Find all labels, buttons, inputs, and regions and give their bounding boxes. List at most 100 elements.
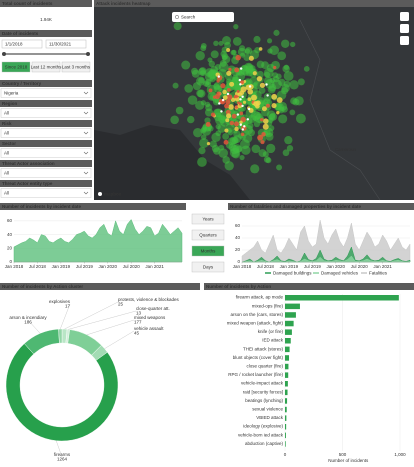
heat-core xyxy=(223,139,229,145)
filter-dropdown[interactable] xyxy=(0,88,92,98)
slider-handle[interactable] xyxy=(2,52,6,56)
heat-blob xyxy=(267,38,273,44)
heat-blob xyxy=(231,49,237,55)
panel-title: Region xyxy=(2,101,18,106)
slice-value: 186 xyxy=(24,320,32,325)
heat-blob xyxy=(290,97,298,105)
granularity-button[interactable] xyxy=(191,213,225,225)
heat-blob xyxy=(181,60,191,70)
heat-core xyxy=(208,88,213,93)
heat-core xyxy=(271,103,277,109)
search-placeholder: Search xyxy=(181,14,196,19)
heat-core xyxy=(231,113,237,119)
bar-label: sexual violence xyxy=(252,406,283,411)
heat-peak xyxy=(220,110,223,113)
panel-title: Number of incidents by incident date xyxy=(2,204,82,209)
heat-blob xyxy=(199,138,209,148)
heat-blob xyxy=(198,77,205,84)
slice-label: explosives xyxy=(49,299,71,304)
range-button[interactable] xyxy=(61,61,91,73)
filter-dropdown[interactable] xyxy=(0,108,92,118)
map-control[interactable] xyxy=(400,24,409,33)
heat-blob xyxy=(187,95,198,105)
heat-blob xyxy=(256,60,265,69)
x-tick-label: Jan 2021 xyxy=(373,264,392,269)
dropdown-caret xyxy=(83,191,89,195)
heat-core xyxy=(225,118,230,123)
heat-blob xyxy=(267,117,274,123)
heat-blob xyxy=(290,41,296,48)
panel-title: Total count of incidents xyxy=(2,1,53,6)
bar-label: blunt objects (cover fight) xyxy=(233,355,284,360)
heat-blob xyxy=(217,124,227,133)
bar-label: knife (or fire) xyxy=(258,329,284,334)
heat-blob xyxy=(283,64,289,70)
heat-core xyxy=(258,47,263,51)
heat-core xyxy=(260,117,264,122)
heat-blob xyxy=(266,143,276,154)
panel-title: Sector xyxy=(2,141,16,146)
dropdown-caret xyxy=(83,171,89,175)
date-input[interactable] xyxy=(45,39,87,49)
heat-peak xyxy=(221,98,225,102)
heat-peak xyxy=(226,92,230,96)
bar-label: beatings (lynching) xyxy=(245,398,283,403)
map-control[interactable] xyxy=(400,36,409,45)
panel-title: Number of fatalities and damaged propert… xyxy=(230,204,362,209)
granularity-button[interactable] xyxy=(191,261,225,273)
heat-blob xyxy=(172,82,179,89)
panel-title: Number of incidents by Action xyxy=(206,284,271,289)
heat-core xyxy=(240,80,244,85)
date-input[interactable] xyxy=(1,39,43,49)
heat-core xyxy=(220,83,226,89)
x-tick-label: 0 xyxy=(284,452,287,457)
filter-dropdown[interactable] xyxy=(0,148,92,158)
granularity-button[interactable] xyxy=(191,229,225,241)
filter-dropdown[interactable] xyxy=(0,168,92,178)
heat-blob xyxy=(273,29,280,36)
panel-header xyxy=(0,140,92,147)
heat-blob xyxy=(258,149,267,158)
range-button-label: Since 2018 xyxy=(5,64,28,69)
heat-blob xyxy=(284,136,293,145)
slider-handle[interactable] xyxy=(86,52,90,56)
panel-title: Country / Territory xyxy=(2,81,42,86)
y-tick-label: 0 xyxy=(237,259,240,264)
filter-dropdown[interactable] xyxy=(0,128,92,138)
legend-label: Damaged buildings xyxy=(273,270,312,275)
slice-value: 177 xyxy=(134,320,142,325)
heat-peak xyxy=(243,125,246,128)
heat-blob xyxy=(222,156,230,164)
slice-label: arson & incendiary xyxy=(9,315,47,320)
heat-blob xyxy=(218,61,229,72)
map-control[interactable] xyxy=(400,12,409,21)
filter-value: All xyxy=(4,150,9,155)
map-search[interactable] xyxy=(172,12,234,22)
range-button[interactable] xyxy=(1,61,31,73)
range-button[interactable] xyxy=(31,61,61,73)
search-icon xyxy=(175,15,179,19)
heat-peak xyxy=(239,98,242,101)
heat-core xyxy=(239,120,243,125)
filter-dropdown[interactable] xyxy=(0,188,92,198)
heat-blob xyxy=(196,89,204,98)
donut-slice xyxy=(5,343,119,442)
x-tick-label: Jan 2019 xyxy=(52,264,71,269)
bar-label: vehicle-born ied attack xyxy=(238,432,284,437)
x-tick-label: Jan 2021 xyxy=(145,264,164,269)
heat-core xyxy=(276,97,283,104)
heat-core xyxy=(224,128,229,133)
x-tick-label: Jan 2018 xyxy=(233,264,252,269)
heat-blob xyxy=(250,164,260,174)
panel-title: Date of incidents xyxy=(2,31,39,36)
heat-peak xyxy=(241,95,244,98)
heat-blob xyxy=(294,96,304,106)
heat-blob xyxy=(184,84,194,93)
bar xyxy=(285,355,290,361)
panel-header xyxy=(0,100,92,107)
heat-blob xyxy=(239,155,245,161)
granularity-button[interactable] xyxy=(191,245,225,257)
heat-core xyxy=(234,94,238,99)
heat-blob xyxy=(209,140,217,148)
heat-peak xyxy=(236,113,240,116)
